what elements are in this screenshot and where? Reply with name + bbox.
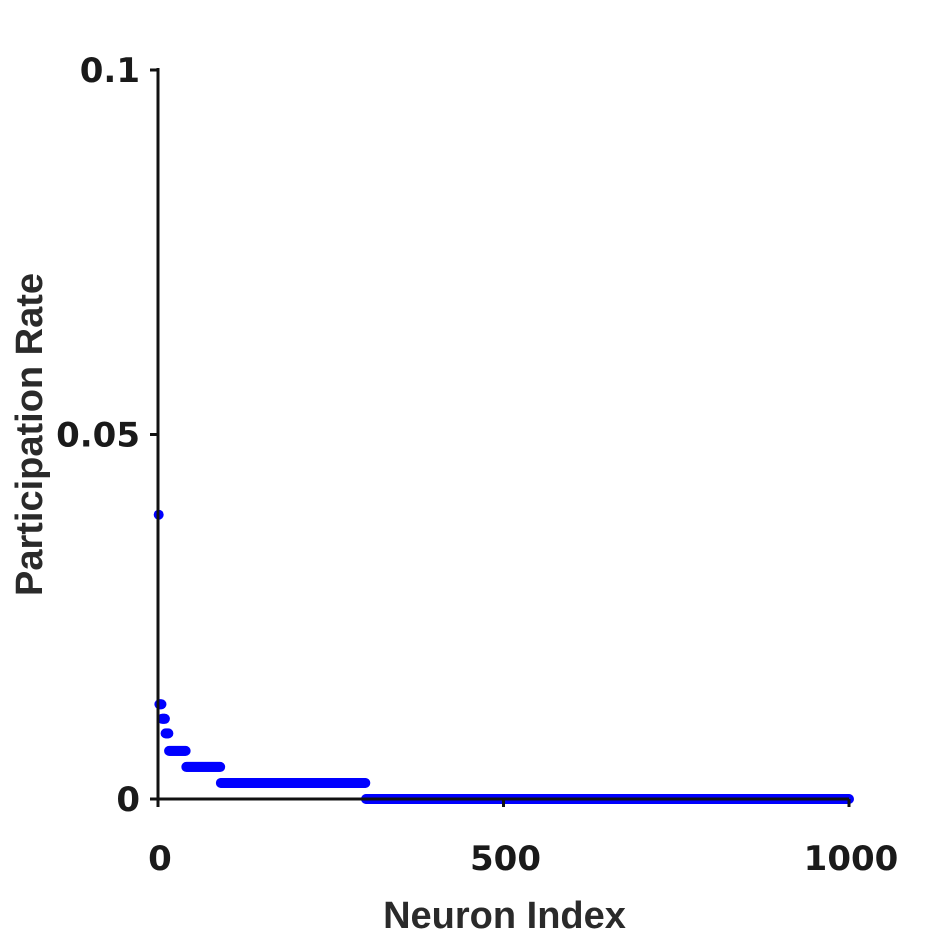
y-axis-title: Participation Rate: [9, 273, 51, 596]
y-tick-label: 0.1: [80, 51, 140, 91]
data-points: [153, 509, 854, 804]
data-point: [159, 713, 170, 724]
x-tick-label: 500: [470, 839, 541, 879]
y-tick-label: 0: [116, 780, 140, 820]
data-point: [215, 761, 226, 772]
x-axis-title: Neuron Index: [383, 895, 626, 937]
data-point: [180, 745, 191, 756]
data-point: [163, 728, 174, 739]
x-tick-label: 1000: [804, 839, 899, 879]
data-point: [360, 777, 371, 788]
axis-ticks: 0 0.05 0.1 0 500 1000: [56, 51, 898, 879]
x-tick-label: 0: [148, 839, 172, 879]
y-tick-label: 0.05: [56, 416, 140, 456]
